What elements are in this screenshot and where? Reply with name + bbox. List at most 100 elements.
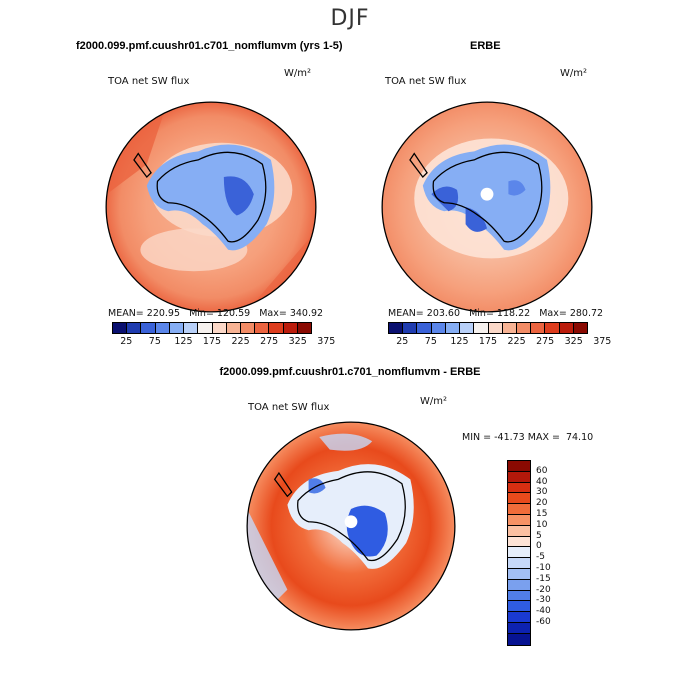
colorbar-swatch bbox=[212, 323, 227, 333]
colorbar-swatch bbox=[508, 633, 530, 645]
obs-variable-label: TOA net SW flux bbox=[385, 76, 467, 87]
diff-units-label: W/m² bbox=[420, 396, 448, 407]
colorbar-tick-label: 75 bbox=[424, 336, 437, 347]
obs-units-label: W/m² bbox=[560, 68, 588, 79]
diff-colorbar bbox=[507, 460, 531, 646]
colorbar-swatch bbox=[545, 323, 560, 333]
colorbar-swatch bbox=[508, 622, 530, 634]
obs-colorbar-ticks: 25 75 125 175 225 275 325 375 bbox=[388, 336, 611, 348]
colorbar-tick-label: 5 bbox=[536, 530, 542, 541]
colorbar-swatch bbox=[531, 323, 546, 333]
colorbar-swatch bbox=[508, 525, 530, 537]
colorbar-swatch bbox=[184, 323, 199, 333]
colorbar-tick-label: 375 bbox=[317, 336, 336, 347]
obs-dark-patch-1 bbox=[431, 186, 459, 212]
colorbar-tick-label: 175 bbox=[202, 336, 222, 347]
colorbar-swatch bbox=[508, 590, 530, 602]
model-peninsula bbox=[133, 152, 152, 179]
colorbar-tick-label: 15 bbox=[536, 509, 548, 519]
model-antarctica-field bbox=[146, 144, 275, 251]
colorbar-swatch bbox=[474, 323, 489, 333]
colorbar-swatch bbox=[113, 323, 128, 333]
diff-stats: MIN = -41.73 MAX = 74.10 bbox=[462, 432, 594, 443]
colorbar-tick-label: -10 bbox=[536, 563, 551, 573]
colorbar-swatch bbox=[508, 568, 530, 580]
diff-coastline bbox=[297, 471, 406, 562]
diff-case-title: f2000.099.pmf.cuushr01.c701_nomflumvm - … bbox=[219, 366, 481, 378]
colorbar-tick-label: 225 bbox=[507, 336, 526, 347]
colorbar-swatch bbox=[460, 323, 475, 333]
model-colorbar bbox=[112, 322, 312, 334]
diff-negative-region-2 bbox=[319, 433, 373, 451]
model-case-title: f2000.099.pmf.cuushr01.c701_nomflumvm (y… bbox=[76, 40, 343, 52]
colorbar-tick-label: 30 bbox=[536, 487, 548, 498]
colorbar-tick-label: 75 bbox=[148, 336, 161, 347]
colorbar-swatch bbox=[169, 323, 185, 333]
colorbar-swatch bbox=[508, 514, 530, 526]
colorbar-swatch bbox=[240, 323, 256, 333]
colorbar-swatch bbox=[559, 323, 574, 333]
colorbar-swatch bbox=[283, 323, 298, 333]
colorbar-tick-label: 275 bbox=[260, 336, 279, 347]
colorbar-tick-label: -40 bbox=[536, 606, 551, 617]
colorbar-tick-label: -20 bbox=[536, 584, 551, 595]
colorbar-swatch bbox=[508, 493, 530, 505]
colorbar-swatch bbox=[198, 323, 213, 333]
colorbar-tick-label: 125 bbox=[174, 336, 193, 347]
colorbar-tick-label: 225 bbox=[231, 336, 250, 347]
model-antarctica-core bbox=[223, 176, 254, 216]
diff-colorbar-ticks: 60 40 30 20 15 10 5 0 -5 -10 -15 -20 -30 -40 -60 bbox=[536, 460, 576, 644]
model-units-label: W/m² bbox=[284, 68, 312, 79]
obs-colorbar bbox=[388, 322, 588, 334]
colorbar-swatch bbox=[508, 601, 530, 613]
colorbar-tick-label: -60 bbox=[536, 617, 551, 627]
colorbar-tick-label: 60 bbox=[536, 465, 548, 476]
colorbar-swatch bbox=[417, 323, 432, 333]
colorbar-swatch bbox=[255, 323, 270, 333]
obs-missing-pole bbox=[480, 187, 494, 201]
colorbar-tick-label: -15 bbox=[536, 573, 551, 584]
colorbar-swatch bbox=[431, 323, 446, 333]
colorbar-tick-label: 40 bbox=[536, 476, 548, 487]
colorbar-tick-label: 375 bbox=[593, 336, 612, 347]
diff-peninsula bbox=[273, 471, 293, 498]
obs-case-title: ERBE bbox=[470, 40, 501, 52]
diff-variable-label: TOA net SW flux bbox=[248, 402, 330, 413]
obs-dark-patch-2 bbox=[465, 207, 487, 232]
colorbar-tick-label: 25 bbox=[396, 336, 409, 347]
colorbar-swatch bbox=[141, 323, 156, 333]
colorbar-swatch bbox=[508, 461, 530, 472]
model-colorbar-ticks: 25 75 125 175 225 275 325 375 bbox=[112, 336, 335, 348]
diff-missing-pole bbox=[344, 515, 358, 529]
colorbar-tick-label: 0 bbox=[536, 541, 542, 552]
colorbar-tick-label: 125 bbox=[450, 336, 469, 347]
colorbar-swatch bbox=[516, 323, 532, 333]
obs-stats: MEAN= 203.60 Min= 118.22 Max= 280.72 bbox=[388, 308, 604, 319]
obs-coastline bbox=[432, 151, 543, 243]
obs-polar-map bbox=[381, 101, 593, 313]
colorbar-swatch bbox=[508, 504, 530, 515]
diff-strong-negative bbox=[346, 505, 388, 557]
colorbar-swatch bbox=[389, 323, 404, 333]
colorbar-tick-label: 10 bbox=[536, 519, 548, 530]
colorbar-tick-label: 20 bbox=[536, 498, 548, 509]
colorbar-tick-label: -5 bbox=[536, 552, 545, 563]
colorbar-swatch bbox=[508, 558, 530, 569]
colorbar-swatch bbox=[127, 323, 142, 333]
figure-title: DJF bbox=[330, 6, 370, 31]
colorbar-tick-label: 325 bbox=[564, 336, 583, 347]
obs-peninsula bbox=[409, 152, 428, 179]
colorbar-tick-label: 275 bbox=[536, 336, 555, 347]
colorbar-swatch bbox=[502, 323, 517, 333]
colorbar-swatch bbox=[155, 323, 170, 333]
colorbar-swatch bbox=[508, 547, 530, 559]
colorbar-tick-label: -30 bbox=[536, 595, 551, 606]
colorbar-swatch bbox=[508, 482, 530, 494]
colorbar-swatch bbox=[445, 323, 461, 333]
colorbar-swatch bbox=[508, 612, 530, 623]
model-variable-label: TOA net SW flux bbox=[108, 76, 190, 87]
model-stats: MEAN= 220.95 Min= 120.59 Max= 340.92 bbox=[108, 308, 324, 319]
model-polar-map bbox=[105, 101, 317, 313]
colorbar-tick-label: 325 bbox=[288, 336, 307, 347]
colorbar-swatch bbox=[297, 323, 312, 333]
